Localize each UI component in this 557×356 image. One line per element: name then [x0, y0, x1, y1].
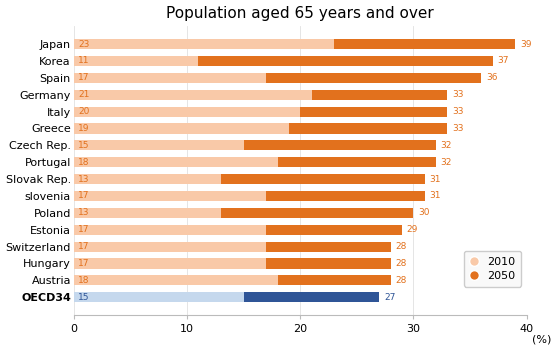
Bar	[266, 73, 481, 83]
Bar	[198, 56, 493, 66]
Bar	[266, 258, 391, 268]
Bar	[74, 106, 300, 117]
Bar	[277, 157, 436, 167]
Text: 39: 39	[520, 40, 531, 49]
Bar	[277, 275, 391, 286]
Text: 17: 17	[78, 192, 90, 200]
Bar	[266, 191, 425, 201]
Bar	[311, 90, 447, 100]
Bar	[74, 90, 311, 100]
Title: Population aged 65 years and over: Population aged 65 years and over	[167, 6, 434, 21]
Text: 13: 13	[78, 174, 90, 184]
Text: 20: 20	[78, 107, 90, 116]
Bar	[221, 208, 413, 218]
Bar	[300, 106, 447, 117]
Text: 31: 31	[429, 192, 441, 200]
Bar	[221, 174, 425, 184]
Text: 31: 31	[429, 174, 441, 184]
Bar	[74, 157, 277, 167]
Text: 33: 33	[452, 107, 463, 116]
Bar	[74, 39, 334, 49]
Text: 15: 15	[78, 141, 90, 150]
Bar	[74, 124, 289, 134]
Text: 18: 18	[78, 158, 90, 167]
Bar	[74, 258, 266, 268]
Text: 33: 33	[452, 124, 463, 133]
Text: 32: 32	[441, 158, 452, 167]
Text: 17: 17	[78, 242, 90, 251]
Text: 21: 21	[78, 90, 90, 99]
Bar	[289, 124, 447, 134]
Text: 19: 19	[78, 124, 90, 133]
Text: 13: 13	[78, 208, 90, 218]
Text: 23: 23	[78, 40, 90, 49]
Legend: 2010, 2050: 2010, 2050	[464, 251, 521, 287]
Text: 17: 17	[78, 259, 90, 268]
Text: (%): (%)	[532, 334, 552, 344]
Bar	[266, 225, 402, 235]
Bar	[74, 241, 266, 252]
Text: 28: 28	[395, 259, 407, 268]
Text: 33: 33	[452, 90, 463, 99]
Text: 37: 37	[497, 57, 509, 66]
Bar	[74, 292, 243, 302]
Bar	[74, 73, 266, 83]
Bar	[74, 174, 221, 184]
Bar	[74, 191, 266, 201]
Bar	[243, 292, 379, 302]
Bar	[243, 140, 436, 151]
Bar	[334, 39, 515, 49]
Bar	[74, 140, 243, 151]
Text: 15: 15	[78, 293, 90, 302]
Text: 17: 17	[78, 225, 90, 234]
Text: 28: 28	[395, 276, 407, 285]
Text: 36: 36	[486, 73, 497, 82]
Bar	[74, 56, 198, 66]
Text: 17: 17	[78, 73, 90, 82]
Text: 27: 27	[384, 293, 395, 302]
Bar	[74, 225, 266, 235]
Text: 28: 28	[395, 242, 407, 251]
Text: 29: 29	[407, 225, 418, 234]
Text: 30: 30	[418, 208, 429, 218]
Text: 11: 11	[78, 57, 90, 66]
Bar	[74, 208, 221, 218]
Bar	[74, 275, 277, 286]
Bar	[266, 241, 391, 252]
Text: 32: 32	[441, 141, 452, 150]
Text: 18: 18	[78, 276, 90, 285]
